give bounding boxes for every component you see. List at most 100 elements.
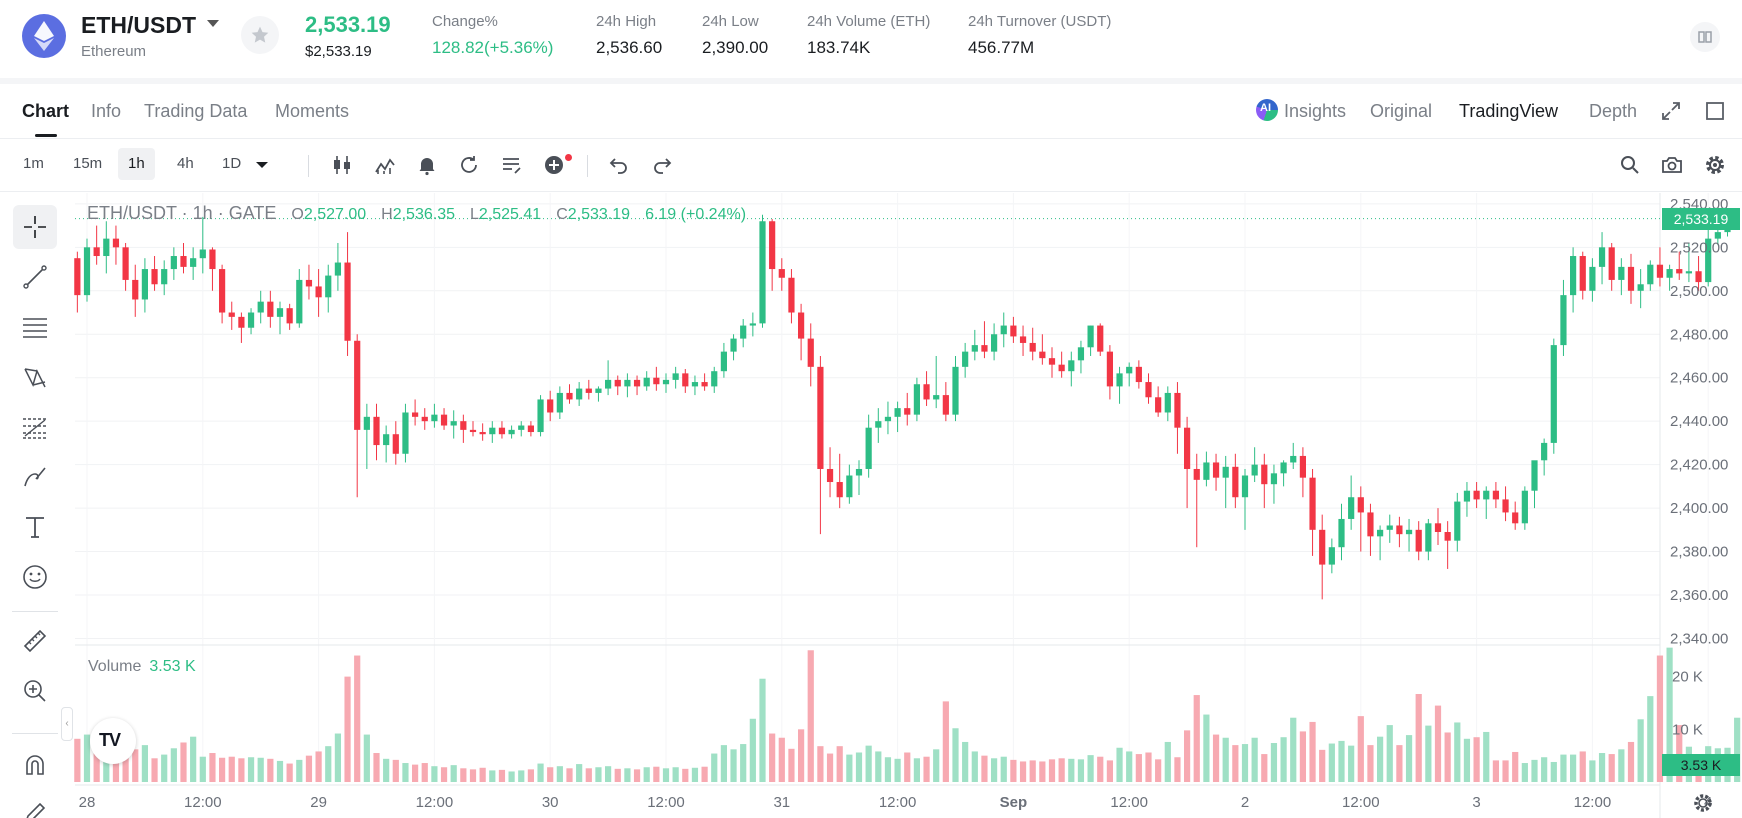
pencil-icon[interactable] <box>13 791 57 818</box>
brush-tool-icon[interactable] <box>13 455 57 499</box>
interval-1m[interactable]: 1m <box>23 155 44 172</box>
volume-bar <box>1039 761 1046 782</box>
pair-name[interactable]: ETH/USDT <box>81 12 196 38</box>
alert-icon[interactable] <box>415 153 439 177</box>
undo-icon[interactable] <box>607 153 631 177</box>
candle-body <box>489 427 496 435</box>
candle-body <box>286 308 293 324</box>
volume-bar <box>1290 717 1297 782</box>
volume-bar <box>547 767 554 782</box>
candle-body <box>1019 336 1027 343</box>
legend-high: 2,536.35 <box>392 206 455 223</box>
candle-body <box>769 221 776 270</box>
tab-info[interactable]: Info <box>91 101 122 121</box>
tab-moments[interactable]: Moments <box>275 101 350 121</box>
interval-15m[interactable]: 15m <box>73 155 103 172</box>
volume-bar <box>682 768 689 782</box>
price-tick-label: 2,340.00 <box>1670 630 1728 647</box>
time-tick-label: 28 <box>79 794 96 811</box>
guide-book-icon[interactable] <box>1690 22 1720 52</box>
volume-tick-label: 20 K <box>1672 669 1703 686</box>
volume-bar <box>363 734 370 782</box>
view-insights[interactable]: Insights <box>1284 101 1347 121</box>
candle-body <box>662 379 670 385</box>
replay-icon[interactable] <box>457 153 481 177</box>
candle-body <box>1473 490 1480 500</box>
interval-1h[interactable]: 1h <box>118 148 155 180</box>
volume-bar <box>1328 743 1335 782</box>
horizontal-lines-tool-icon[interactable] <box>13 305 57 349</box>
interval-dropdown-icon[interactable] <box>255 157 279 181</box>
volume-bar <box>354 655 361 782</box>
volume-bar <box>1618 749 1625 782</box>
candle-body <box>1232 466 1239 498</box>
volume-bar <box>556 766 563 782</box>
search-icon[interactable] <box>1618 153 1642 177</box>
candle-body <box>711 371 718 387</box>
candle-body <box>884 416 892 422</box>
axis-settings-icon[interactable] <box>1692 792 1714 818</box>
volume-bar <box>296 759 303 782</box>
tradingview-logo-icon[interactable]: TV <box>90 718 136 764</box>
volume-bar <box>460 768 467 782</box>
favorite-button[interactable] <box>241 16 279 54</box>
pattern-tool-icon[interactable] <box>13 355 57 399</box>
pair-dropdown-icon[interactable] <box>207 20 219 27</box>
candle-body <box>257 301 264 313</box>
volume-bar <box>933 749 940 782</box>
magnet-icon[interactable] <box>13 743 57 787</box>
volume-bar <box>855 752 863 782</box>
interval-4h[interactable]: 4h <box>177 155 194 172</box>
ruler-tool-icon[interactable] <box>13 619 57 663</box>
volume-bar <box>1647 696 1654 782</box>
add-plus-icon[interactable] <box>543 153 567 177</box>
candle-body <box>836 482 843 498</box>
volume-bar <box>595 767 602 782</box>
zoom-in-icon[interactable] <box>13 669 57 713</box>
tab-trading-data[interactable]: Trading Data <box>144 101 248 121</box>
volume-bar <box>605 766 612 782</box>
candle-body <box>1656 264 1664 278</box>
camera-icon[interactable] <box>1660 153 1684 177</box>
fib-tool-icon[interactable] <box>13 405 57 449</box>
expand-icon[interactable] <box>1660 100 1682 127</box>
volume-bar <box>991 758 998 782</box>
indicators-icon[interactable] <box>373 153 397 177</box>
candle-body <box>1270 473 1278 485</box>
candle-body <box>296 279 303 324</box>
candle-body <box>1454 501 1461 541</box>
fullscreen-icon[interactable] <box>1705 101 1725 126</box>
candle-body <box>1492 490 1499 500</box>
emoji-tool-icon[interactable] <box>13 555 57 599</box>
settings-gear-icon[interactable] <box>1703 153 1727 177</box>
star-icon <box>251 26 269 43</box>
text-tool-icon[interactable] <box>13 505 57 549</box>
candle-type-icon[interactable] <box>330 153 354 177</box>
collapse-toolbar-handle[interactable]: ‹ <box>61 707 73 741</box>
redo-icon[interactable] <box>650 153 674 177</box>
interval-1d[interactable]: 1D <box>222 155 242 172</box>
view-original[interactable]: Original <box>1370 101 1433 121</box>
last-price-tag: 2,533.19 <box>1662 207 1740 230</box>
drawing-toolbar-divider <box>12 611 58 612</box>
view-tradingview[interactable]: TradingView <box>1459 101 1559 121</box>
stat-label: 24h Low <box>702 13 759 30</box>
legend-open-label: O <box>291 206 304 223</box>
volume-bar <box>720 745 727 782</box>
candle-body <box>682 373 689 387</box>
candle-body <box>1647 264 1654 285</box>
volume-bar <box>334 733 341 782</box>
volume-bar <box>1473 737 1480 782</box>
tab-chart[interactable]: Chart <box>22 101 70 121</box>
volume-bar <box>469 769 477 782</box>
toolbar-divider <box>587 155 588 177</box>
candle-body <box>1126 366 1133 374</box>
candle-body <box>1541 442 1548 461</box>
crosshair-tool-icon[interactable] <box>13 205 57 249</box>
view-depth[interactable]: Depth <box>1589 101 1638 121</box>
templates-icon[interactable] <box>500 153 524 177</box>
legend-symbol: ETH/USDT · 1h · GATE <box>87 203 277 223</box>
volume-bar <box>1184 730 1191 782</box>
candle-body <box>1319 529 1326 565</box>
trend-line-tool-icon[interactable] <box>13 255 57 299</box>
